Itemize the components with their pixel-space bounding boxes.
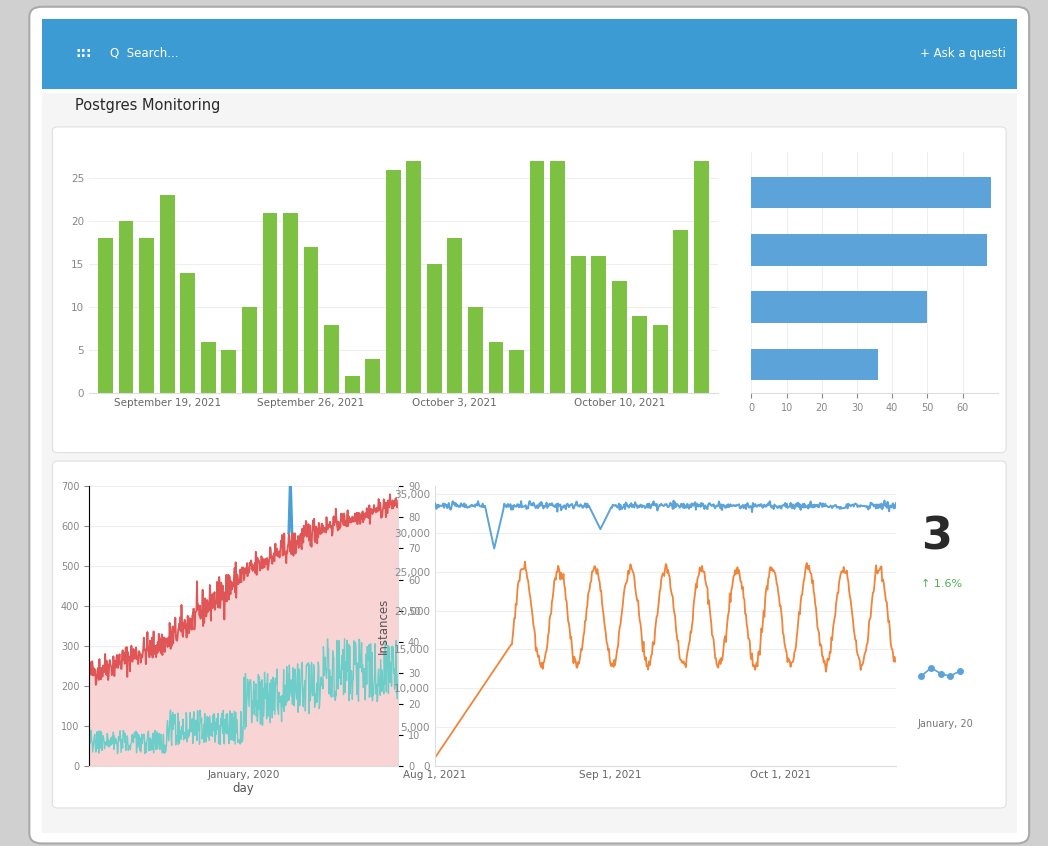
Bar [42, 93, 1017, 833]
Y-axis label: Instances: Instances [377, 598, 390, 654]
Text: :::: ::: [75, 47, 92, 60]
Text: + Ask a questi: + Ask a questi [920, 47, 1006, 60]
Bar [751, 292, 927, 323]
Bar [159, 195, 175, 393]
Bar [386, 169, 400, 393]
Bar [632, 316, 648, 393]
Bar [139, 239, 154, 393]
X-axis label: day: day [233, 782, 255, 795]
Bar [468, 307, 483, 393]
Bar [99, 239, 113, 393]
Bar [407, 161, 421, 393]
Bar [674, 230, 689, 393]
Bar [751, 349, 878, 381]
Bar [653, 325, 668, 393]
Bar [366, 359, 380, 393]
Text: 3: 3 [921, 515, 952, 558]
Bar [345, 376, 359, 393]
Text: ↑ 1.6%: ↑ 1.6% [921, 580, 962, 589]
Bar [242, 307, 257, 393]
Bar [751, 234, 987, 266]
Bar [427, 264, 441, 393]
FancyBboxPatch shape [52, 461, 1006, 808]
Bar [571, 255, 586, 393]
Bar [447, 239, 462, 393]
Bar [180, 272, 195, 393]
Bar [221, 350, 236, 393]
Bar [42, 19, 1017, 89]
FancyBboxPatch shape [29, 7, 1029, 843]
Text: Q  Search...: Q Search... [110, 47, 178, 60]
Bar [324, 325, 339, 393]
Bar [694, 161, 708, 393]
Bar [550, 161, 565, 393]
Bar [304, 247, 319, 393]
FancyBboxPatch shape [52, 127, 1006, 453]
Bar [529, 161, 545, 393]
Bar [591, 255, 606, 393]
Bar [118, 221, 133, 393]
Text: January, 20: January, 20 [917, 719, 973, 728]
Bar [488, 342, 503, 393]
Text: Postgres Monitoring: Postgres Monitoring [75, 98, 221, 113]
Bar [612, 282, 627, 393]
Bar [751, 177, 990, 208]
Bar [283, 212, 298, 393]
Bar [509, 350, 524, 393]
Bar [262, 212, 278, 393]
Bar [201, 342, 216, 393]
